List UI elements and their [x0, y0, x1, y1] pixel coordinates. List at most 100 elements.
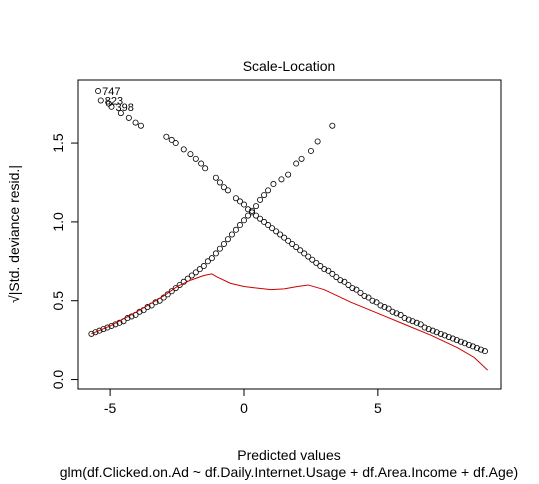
residual-point	[188, 272, 195, 279]
residual-point	[125, 114, 132, 121]
residual-point	[200, 263, 207, 270]
residual-point	[257, 196, 264, 203]
residual-point	[305, 253, 312, 260]
residual-point	[196, 266, 203, 273]
residual-point	[333, 274, 340, 281]
residual-point	[278, 176, 285, 183]
residual-point	[232, 195, 239, 202]
residual-point	[95, 88, 102, 95]
residual-point	[220, 240, 227, 247]
residual-point	[104, 324, 111, 331]
residual-point	[298, 155, 305, 162]
residual-point	[413, 319, 420, 326]
residual-point	[224, 236, 231, 243]
residual-point	[461, 340, 468, 347]
residual-point	[317, 263, 324, 270]
residual-point	[429, 327, 436, 334]
residual-point	[176, 281, 183, 288]
residual-point	[405, 316, 412, 323]
residual-point	[329, 270, 336, 277]
residual-point	[285, 171, 292, 178]
residual-point	[212, 250, 219, 257]
residual-point	[236, 222, 243, 229]
residual-point	[285, 237, 292, 244]
residual-point	[269, 225, 276, 232]
chart-title: Scale-Location	[243, 58, 336, 74]
model-formula: glm(df.Clicked.on.Ad ~ df.Daily.Internet…	[60, 464, 518, 480]
residual-point	[393, 310, 400, 317]
residual-point	[397, 311, 404, 318]
residual-point	[220, 184, 227, 191]
residual-point	[281, 234, 288, 241]
residual-point	[421, 324, 428, 331]
residual-point	[481, 348, 488, 355]
residual-point	[353, 286, 360, 293]
residual-point	[297, 247, 304, 254]
residual-point	[88, 330, 95, 337]
plot-area	[77, 79, 502, 390]
residual-point	[301, 250, 308, 257]
x-tick-label: 5	[374, 400, 382, 416]
residual-point	[313, 259, 320, 266]
y-tick-label: 0.0	[50, 370, 66, 390]
residual-point	[212, 174, 219, 181]
residual-point	[293, 244, 300, 251]
residual-point	[249, 209, 256, 216]
residual-point	[425, 326, 432, 333]
residual-point	[373, 299, 380, 306]
outlier-label: 398	[115, 102, 133, 114]
residual-point	[257, 215, 264, 222]
residual-point	[240, 217, 247, 224]
y-tick-label: 1.0	[50, 212, 66, 232]
residual-point	[168, 288, 175, 295]
residual-point	[389, 308, 396, 315]
residual-point	[465, 341, 472, 348]
residual-point	[249, 207, 256, 214]
smooth-line	[91, 273, 488, 371]
residual-point	[224, 187, 231, 194]
x-axis-label: Predicted values	[237, 447, 341, 463]
residual-point	[117, 110, 124, 117]
outlier-label: 747	[102, 86, 120, 98]
residual-point	[365, 294, 372, 301]
residual-point	[293, 160, 300, 167]
residual-point	[96, 327, 103, 334]
residual-point	[345, 281, 352, 288]
residual-point	[325, 267, 332, 274]
residual-point	[329, 122, 336, 129]
residual-point	[244, 212, 251, 219]
points-layer	[88, 88, 488, 355]
residual-point	[240, 201, 247, 208]
residual-point	[453, 337, 460, 344]
residual-point	[172, 140, 179, 147]
residual-point	[441, 332, 448, 339]
residual-point	[449, 335, 456, 342]
residual-point	[357, 289, 364, 296]
residual-point	[92, 329, 99, 336]
residual-point	[202, 165, 209, 172]
residual-point	[204, 258, 211, 265]
residual-point	[97, 97, 104, 104]
residual-point	[361, 292, 368, 299]
residual-point	[473, 345, 480, 352]
residual-point	[265, 222, 272, 229]
y-tick-label: 0.5	[50, 291, 66, 311]
residual-point	[244, 206, 251, 213]
smooth-layer	[91, 273, 488, 371]
residual-point	[309, 256, 316, 263]
residual-point	[261, 218, 268, 225]
x-axis: -5 0 5	[104, 388, 382, 416]
residual-point	[321, 266, 328, 273]
residual-point	[273, 228, 280, 235]
residual-point	[270, 181, 277, 188]
residual-point	[208, 255, 215, 262]
residual-point	[253, 212, 260, 219]
residual-point	[477, 346, 484, 353]
residual-point	[381, 304, 388, 311]
y-tick-label: 1.5	[50, 133, 66, 153]
residual-point	[469, 343, 476, 350]
residual-point	[277, 231, 284, 238]
x-tick-label: 0	[240, 400, 248, 416]
